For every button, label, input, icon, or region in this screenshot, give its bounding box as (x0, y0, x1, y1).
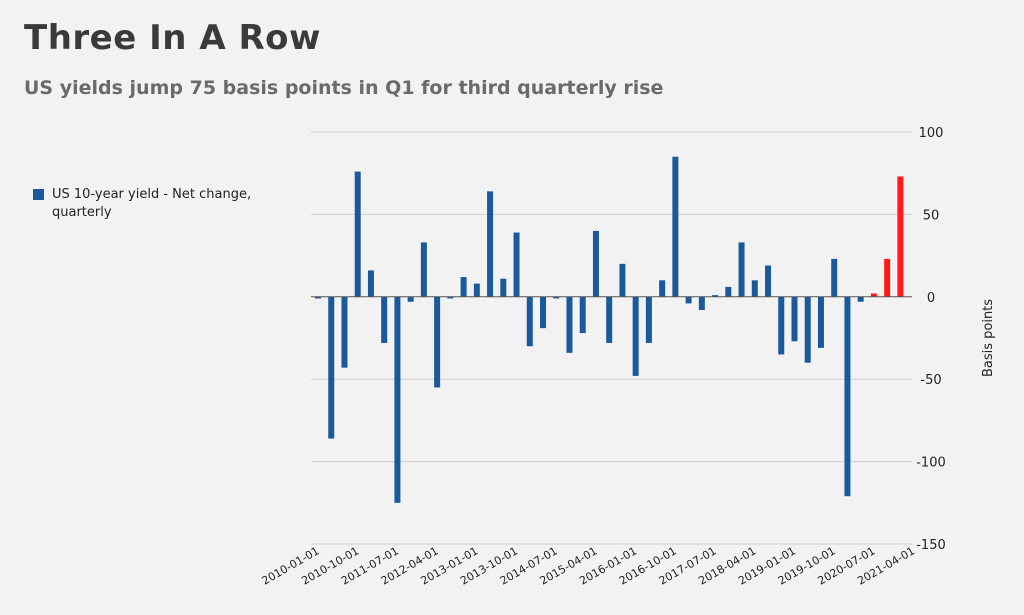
bar (487, 191, 494, 297)
y-tick-label: -100 (916, 456, 946, 471)
bar (606, 296, 613, 343)
y-tick-label: 100 (919, 126, 944, 141)
bar (712, 295, 719, 297)
bar (698, 296, 705, 310)
bar (844, 296, 851, 497)
legend-swatch (33, 189, 44, 200)
bar (725, 286, 732, 297)
bar (765, 265, 772, 297)
y-tick-label: -150 (916, 538, 946, 553)
bar (473, 283, 480, 297)
bar (778, 296, 785, 355)
bar (407, 296, 414, 302)
bar (579, 296, 586, 334)
bar (381, 296, 388, 343)
bar (659, 280, 666, 297)
bar (540, 296, 547, 329)
bar (897, 176, 904, 297)
y-tick-label: -50 (920, 373, 941, 388)
bar (354, 171, 361, 297)
bar (619, 263, 626, 297)
bar (884, 258, 891, 297)
chart-title: Three In A Row (24, 18, 321, 58)
y-tick-label: 0 (927, 291, 935, 306)
chart-subtitle: US yields jump 75 basis points in Q1 for… (24, 77, 664, 99)
bar (751, 280, 758, 297)
y-tick-label: 50 (923, 208, 940, 223)
bar (420, 242, 427, 297)
bar (447, 296, 454, 299)
bar (367, 270, 374, 297)
bar (645, 296, 652, 343)
bar (738, 242, 745, 297)
legend: US 10-year yield - Net change, quarterly (33, 186, 293, 222)
bar (804, 296, 811, 363)
bar (553, 296, 560, 299)
bar (341, 296, 348, 368)
bar (566, 296, 573, 353)
bar (526, 296, 533, 347)
bar (791, 296, 798, 342)
bar (500, 278, 507, 297)
bar (672, 156, 679, 297)
bar (857, 296, 864, 302)
bar (685, 296, 692, 304)
bar (460, 277, 467, 297)
bar (513, 232, 520, 297)
bar (434, 296, 441, 388)
legend-label: US 10-year yield - Net change, quarterly (52, 187, 252, 220)
bar (817, 296, 824, 348)
bar (831, 258, 838, 297)
bar (632, 296, 639, 376)
bar (315, 296, 321, 299)
bar (328, 296, 335, 439)
bar (394, 296, 401, 503)
bar (592, 230, 599, 297)
bar (870, 293, 877, 297)
y-axis-title: Basis points (981, 299, 996, 377)
